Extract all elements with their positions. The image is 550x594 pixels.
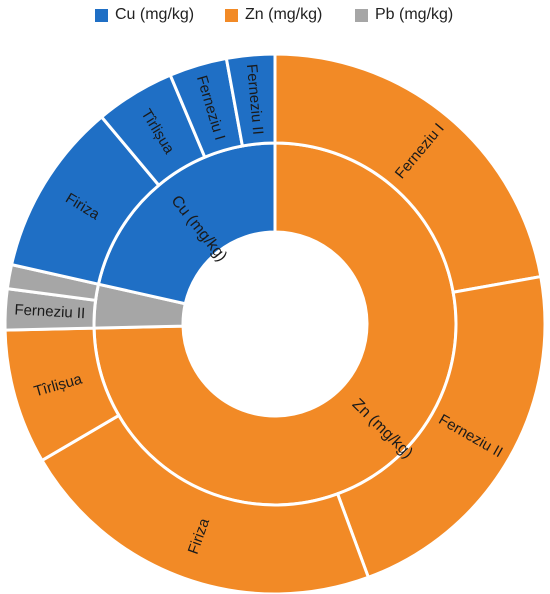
outer-label-cu-mg-kg-ferneziu-ii: Ferneziu II xyxy=(243,63,266,135)
legend-label: Pb (mg/kg) xyxy=(375,6,454,23)
legend-swatch xyxy=(95,8,108,22)
legend-label: Zn (mg/kg) xyxy=(245,6,323,23)
outer-wedge-zn-mg-kg-ferneziu-ii xyxy=(335,274,547,580)
legend-swatch xyxy=(355,8,368,22)
outer-wedge-zn-mg-kg-ferneziu-i xyxy=(273,52,543,294)
legend-label: Cu (mg/kg) xyxy=(115,6,195,23)
outer-wedge-zn-mg-kg-firiza xyxy=(39,413,371,594)
outer-wedge-cu-mg-kg-ferneziu-ii xyxy=(224,52,277,148)
legend-item-pb-mg-kg: Pb (mg/kg) xyxy=(355,6,453,24)
chart-legend: Cu (mg/kg) Zn (mg/kg) Pb (mg/kg) xyxy=(0,6,550,28)
legend-item-cu-mg-kg: Cu (mg/kg) xyxy=(95,6,194,24)
legend-swatch xyxy=(225,8,238,22)
legend-item-zn-mg-kg: Zn (mg/kg) xyxy=(225,6,322,24)
outer-label-pb-mg-kg-ferneziu-ii: Ferneziu II xyxy=(14,301,86,322)
